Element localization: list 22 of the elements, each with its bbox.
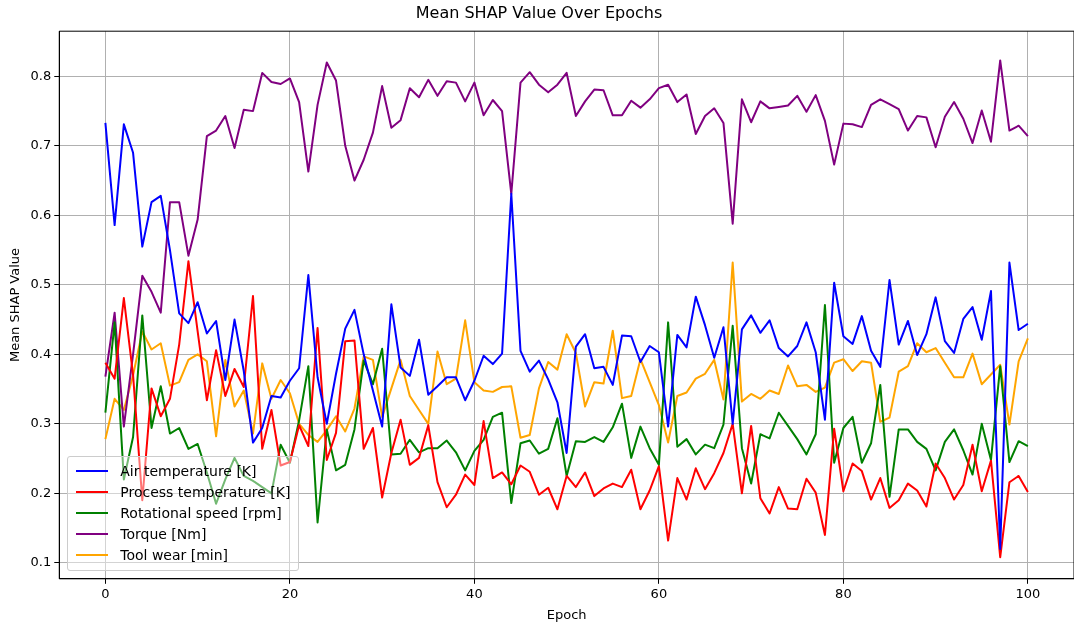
y-tick-label: 0.4 xyxy=(30,345,52,361)
y-tick-label: 0.7 xyxy=(30,137,52,153)
legend-label: Rotational speed [rpm] xyxy=(120,505,282,522)
y-tick-label: 0.3 xyxy=(30,415,52,431)
y-tick-label: 0.5 xyxy=(30,276,52,292)
y-tick-label: 0.2 xyxy=(30,484,52,500)
y-tick-label: 0.6 xyxy=(30,206,52,222)
legend-label: Process temperature [K] xyxy=(120,484,291,501)
x-tick-label: 80 xyxy=(835,585,852,601)
chart-title: Mean SHAP Value Over Epochs xyxy=(415,2,663,22)
x-axis-title: Epoch xyxy=(546,606,587,622)
x-tick-label: 40 xyxy=(466,585,483,601)
y-axis-title: Mean SHAP Value xyxy=(7,247,23,363)
y-tick-label: 0.8 xyxy=(30,67,52,83)
x-tick-label: 20 xyxy=(281,585,299,601)
legend-label: Torque [Nm] xyxy=(120,526,207,543)
x-tick-label: 100 xyxy=(1015,585,1041,601)
x-tick-label: 60 xyxy=(650,585,668,601)
legend-label: Tool wear [min] xyxy=(120,547,229,564)
legend-label: Air temperature [K] xyxy=(120,463,257,480)
y-tick-label: 0.1 xyxy=(30,554,52,570)
x-tick-label: 0 xyxy=(101,585,110,601)
